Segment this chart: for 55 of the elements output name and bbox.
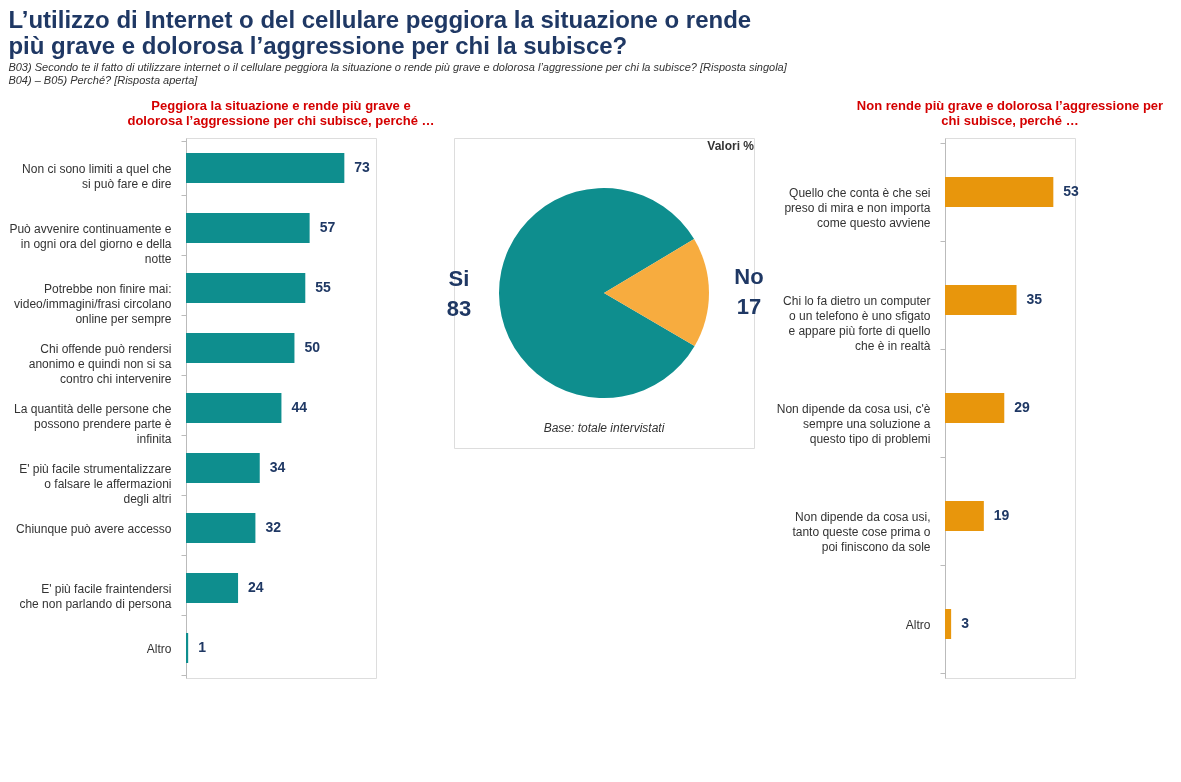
bar xyxy=(945,609,952,639)
bar xyxy=(945,285,1017,315)
text: Base: totale intervistati xyxy=(543,421,665,435)
y-tick-label: Non ci sono limiti a quel che si può fare e dire xyxy=(22,161,172,191)
y-tick-label: Potrebbe non finire mai: video/immagini/frasi circolano online per sempre xyxy=(14,281,172,326)
text: B04) – B05) Perché? [Risposta aperta] xyxy=(8,73,199,86)
bar xyxy=(186,633,189,663)
bar xyxy=(186,393,282,423)
y-tick-label: Non dipende da cosa usi, tanto queste cose prima o poi finiscono da sole xyxy=(792,509,931,554)
pie-slice xyxy=(499,188,695,398)
chart-subtitle: B03) Secondo te il fatto di utilizzare internet o il cellulare peggiora la situazione o rende più grave e dolorosa l’aggressione per chi la subisce? [Risposta singola] xyxy=(8,60,788,73)
data-label: 29 xyxy=(1014,399,1031,415)
bar xyxy=(945,393,1005,423)
data-label: 35 xyxy=(1026,291,1043,307)
bar xyxy=(186,453,260,483)
bar xyxy=(186,513,256,543)
data-label: 57 xyxy=(319,219,336,235)
y-tick-label: Non dipende da cosa usi, c'è sempre una soluzione a questo tipo di problemi xyxy=(776,401,931,446)
bar xyxy=(186,573,239,603)
slice-label: No xyxy=(734,264,764,290)
bar xyxy=(186,213,310,243)
bar xyxy=(186,273,306,303)
data-label: 53 xyxy=(1063,183,1080,199)
y-tick-label: E' più facile strumentalizzare o falsare le affermazioni degli altri xyxy=(19,461,172,506)
chart-title: Non rende più grave e dolorosa l’aggressione per chi subisce, perché … xyxy=(856,98,1164,128)
data-label: 50 xyxy=(304,339,321,355)
pie-slice xyxy=(604,239,709,347)
y-tick-label: Può avvenire continuamente e in ogni ora del giorno e della notte xyxy=(9,221,172,266)
y-tick-label: E' più facile fraintendersi che non parlando di persona xyxy=(19,581,172,611)
y-tick-label: Chi offende può rendersi anonimo e quindi non si sa contro chi intervenire xyxy=(28,341,172,386)
data-label: 44 xyxy=(291,399,308,415)
y-tick-label: Chiunque può avere accesso xyxy=(16,521,172,536)
data-label: 34 xyxy=(269,459,286,475)
bar xyxy=(186,333,295,363)
data-label: 3 xyxy=(961,615,970,631)
data-label: 83 xyxy=(446,295,472,321)
y-tick-label: Quello che conta è che sei preso di mira e non importa come questo avviene xyxy=(784,185,931,230)
y-tick-label: Altro xyxy=(146,641,172,656)
y-tick-label: Chi lo fa dietro un computer o un telefono è uno sfigato e appare più forte di quello che è in realtà xyxy=(783,293,931,353)
bar xyxy=(945,177,1054,207)
y-tick-label: Altro xyxy=(905,617,931,632)
data-label: 32 xyxy=(265,519,282,535)
y-tick-label: La quantità delle persone che possono prendere parte è infinita xyxy=(14,401,172,446)
slice-label: Si xyxy=(448,265,470,291)
bar xyxy=(186,153,345,183)
text: Valori % xyxy=(707,139,755,153)
data-label: 73 xyxy=(354,159,371,175)
data-label: 55 xyxy=(315,279,332,295)
bar xyxy=(945,501,984,531)
data-label: 24 xyxy=(248,579,264,595)
chart-title: Peggiora la situazione e rende più grave e dolorosa l’aggressione per chi subisce, perché … xyxy=(127,98,435,128)
data-label: 19 xyxy=(993,507,1010,523)
chart-title: L’utilizzo di Internet o del cellulare peggiora la situazione o rende più grave e dolorosa l’aggressione per chi la subisce? xyxy=(8,5,752,59)
data-label: 17 xyxy=(736,294,762,320)
data-label: 1 xyxy=(198,639,207,655)
